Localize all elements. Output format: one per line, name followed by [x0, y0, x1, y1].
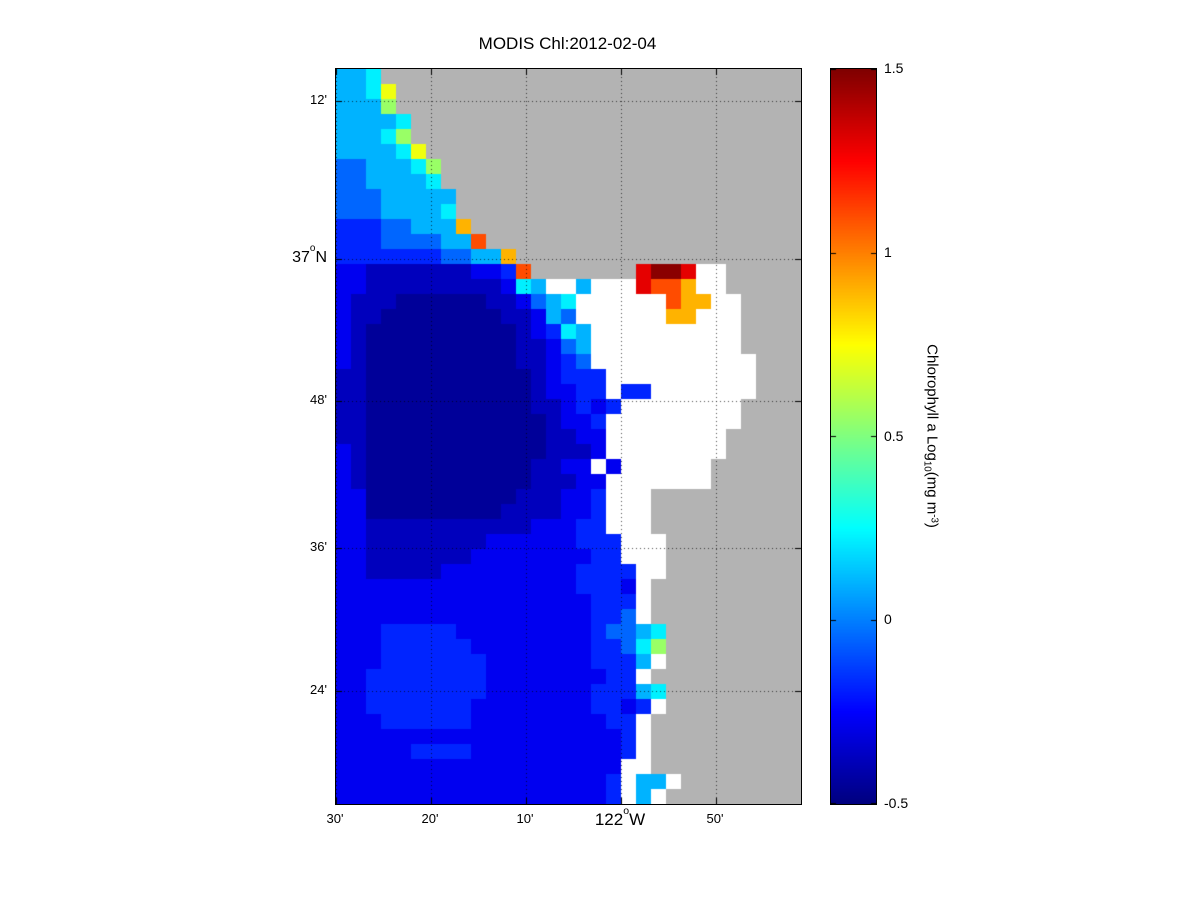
colorbar-tick-1p5: 1.5	[884, 59, 944, 77]
y-tick-24min: 24'	[250, 680, 327, 700]
y-tick-12min: 12'	[250, 90, 327, 110]
y-tick-37N-label: 37	[292, 248, 310, 266]
y-tick-37N: 37oN	[250, 244, 327, 268]
map-plot-area	[335, 68, 802, 805]
y-tick-48min: 48'	[250, 390, 327, 410]
colorbar-tick-0: 0	[884, 610, 944, 628]
colorbar-label-superscript: -3	[928, 514, 940, 523]
x-tick-50min: 50'	[675, 811, 755, 826]
colorbar-label-units: (mg m	[923, 471, 941, 515]
x-tick-30min-label: 30'	[326, 811, 344, 826]
y-tick-24min-label: 24'	[310, 682, 327, 698]
colorbar-tick-0p5-label: 0.5	[884, 427, 904, 444]
chlorophyll-heatmap	[336, 69, 801, 804]
x-tick-10min-label: 10'	[516, 811, 534, 826]
x-tick-122W-post: W	[629, 810, 646, 829]
colorbar	[830, 68, 877, 805]
colorbar-tick-0-label: 0	[884, 611, 892, 628]
x-tick-20min-label: 20'	[421, 811, 439, 826]
x-tick-30min: 30'	[295, 811, 375, 826]
colorbar-tick-neg0p5: -0.5	[884, 794, 944, 812]
y-tick-36min: 36'	[250, 537, 327, 557]
x-tick-50min-label: 50'	[706, 811, 724, 826]
x-tick-122W-label: 122	[594, 810, 624, 829]
colorbar-label-subscript: 10	[921, 460, 933, 472]
x-tick-10min: 10'	[485, 811, 565, 826]
y-tick-48min-label: 48'	[310, 391, 327, 407]
chart-title: MODIS Chl:2012-02-04	[478, 34, 657, 53]
y-tick-37N-sup: o	[309, 243, 316, 255]
colorbar-tick-neg0p5-label: -0.5	[884, 795, 909, 811]
colorbar-tick-1p5-label: 1.5	[884, 60, 904, 76]
colorbar-label-close: )	[923, 522, 941, 528]
x-tick-122W: 122oW	[580, 805, 660, 830]
y-tick-36min-label: 36'	[310, 538, 327, 554]
colorbar-label-text: Chlorophyll a Log	[923, 344, 941, 461]
colorbar-gradient-canvas	[831, 69, 876, 804]
colorbar-tick-1: 1	[884, 243, 944, 261]
colorbar-axis-label: Chlorophyll a Log10(mg m-3)	[921, 344, 941, 528]
colorbar-tick-0p5: 0.5	[884, 427, 944, 445]
colorbar-tick-1-label: 1	[884, 243, 892, 260]
y-tick-12min-label: 12'	[310, 91, 327, 107]
x-tick-122W-sup: o	[623, 804, 630, 817]
y-tick-37N-post: N	[315, 248, 327, 266]
x-tick-20min: 20'	[390, 811, 470, 826]
